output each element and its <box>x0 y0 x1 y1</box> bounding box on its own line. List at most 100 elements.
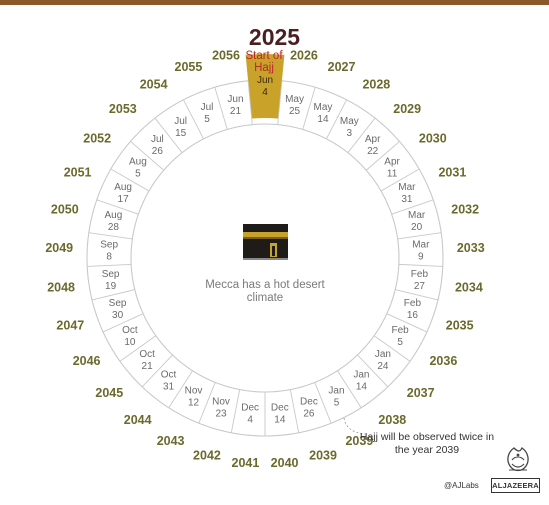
date-divider <box>102 313 144 333</box>
temperature-celsius: 35°C <box>370 269 387 296</box>
date-month: Sep <box>102 269 120 280</box>
date-day: 10 <box>124 337 136 348</box>
date-divider <box>96 199 139 215</box>
year-label: 2036 <box>429 354 457 368</box>
year-label: 2033 <box>457 241 485 255</box>
year-label: 2026 <box>290 49 318 63</box>
date-divider <box>347 117 376 153</box>
date-divider <box>141 354 173 388</box>
date-month: Jul <box>201 102 214 113</box>
date-day: 15 <box>175 128 187 139</box>
year-label: 2045 <box>95 386 123 400</box>
date-month: Aug <box>114 182 132 193</box>
year-label: 2035 <box>446 318 474 332</box>
date-divider <box>380 168 420 192</box>
year-label: 2048 <box>47 280 75 294</box>
date-month: Jul <box>151 134 164 145</box>
temperature-label: 42°C(107°F) <box>137 224 159 250</box>
date-day: 4 <box>247 414 253 425</box>
year-label: 2038 <box>378 413 406 427</box>
year-label: 2052 <box>83 132 111 146</box>
date-day: 31 <box>163 382 175 393</box>
date-day: 23 <box>215 409 227 420</box>
year-label: 2028 <box>362 78 390 92</box>
temperature-label: 35°C(95°F) <box>370 269 392 296</box>
year-label: 2050 <box>51 202 79 216</box>
date-divider <box>277 80 283 125</box>
date-day: 5 <box>334 398 340 409</box>
year-label: 2055 <box>175 60 203 74</box>
date-divider <box>119 335 157 362</box>
year-label: 2029 <box>393 102 421 116</box>
temperature-fahrenheit: (90°F) <box>240 376 259 386</box>
year-label: 2056 <box>212 49 240 63</box>
date-day: 24 <box>377 361 389 372</box>
year-label: 2047 <box>56 318 84 332</box>
date-month: Jun <box>227 94 243 105</box>
date-month: May <box>314 102 333 113</box>
date-day: 5 <box>204 114 210 125</box>
temperature-label: 42°C+(107°F)+ <box>249 130 280 148</box>
date-month: Feb <box>404 298 422 309</box>
date-divider <box>397 232 442 240</box>
brand-label: ALJAZEERA <box>491 478 540 493</box>
date-month: Sep <box>100 240 118 251</box>
date-month: Jan <box>353 370 369 381</box>
aljazeera-logo-icon <box>507 447 529 472</box>
date-day: 26 <box>152 146 164 157</box>
date-day: 22 <box>367 146 379 157</box>
date-divider <box>395 289 439 301</box>
date-divider <box>391 199 434 215</box>
date-divider <box>214 87 228 130</box>
date-day: 8 <box>106 252 112 263</box>
date-divider <box>110 168 150 192</box>
date-day: 11 <box>387 169 398 180</box>
date-divider <box>337 370 362 408</box>
year-label: 2030 <box>419 132 447 146</box>
date-divider <box>365 141 400 171</box>
date-day: 25 <box>289 106 301 117</box>
date-divider <box>247 80 253 125</box>
date-day: 17 <box>118 194 130 205</box>
date-month: Dec <box>241 402 259 413</box>
date-divider <box>326 99 347 140</box>
year-label: 2053 <box>109 102 137 116</box>
date-divider <box>314 382 332 424</box>
date-day: 26 <box>303 409 315 420</box>
year-label: 2037 <box>407 386 435 400</box>
top-accent-bar <box>0 0 549 5</box>
year-label: 2043 <box>157 434 185 448</box>
date-day: 27 <box>414 281 426 292</box>
date-month: Aug <box>129 157 147 168</box>
footnote-leader <box>343 417 366 435</box>
date-divider <box>386 313 428 333</box>
start-of-hajj-label: Start of Hajj <box>245 50 283 74</box>
date-month: Oct <box>139 349 155 360</box>
date-divider <box>168 370 193 408</box>
year-label: 2041 <box>232 456 260 470</box>
year-label: 2039 <box>309 449 337 463</box>
date-divider <box>87 263 132 267</box>
date-month: Mar <box>412 240 430 251</box>
date-day: 12 <box>188 398 200 409</box>
year-label: 2051 <box>64 165 92 179</box>
date-month: Jul <box>174 116 187 127</box>
date-month: May <box>285 94 304 105</box>
year-label: 2044 <box>124 413 152 427</box>
date-month: Dec <box>271 402 289 413</box>
date-month: Dec <box>300 397 318 408</box>
year-label: 2032 <box>451 202 479 216</box>
date-month: Jan <box>328 386 344 397</box>
date-highlight-tab <box>245 54 285 119</box>
date-month: Feb <box>411 269 429 280</box>
year-label: 2027 <box>328 60 356 74</box>
temperature-fahrenheit: (107°F) <box>147 227 159 250</box>
date-day: 3 <box>347 128 353 139</box>
date-day: 9 <box>418 252 424 263</box>
year-label: 2034 <box>455 280 483 294</box>
date-divider <box>130 141 165 171</box>
climate-description: Mecca has a hot desert climate <box>205 279 325 304</box>
year-label: 2054 <box>140 78 168 92</box>
date-month: Mar <box>408 210 426 221</box>
date-month: Jan <box>375 349 391 360</box>
